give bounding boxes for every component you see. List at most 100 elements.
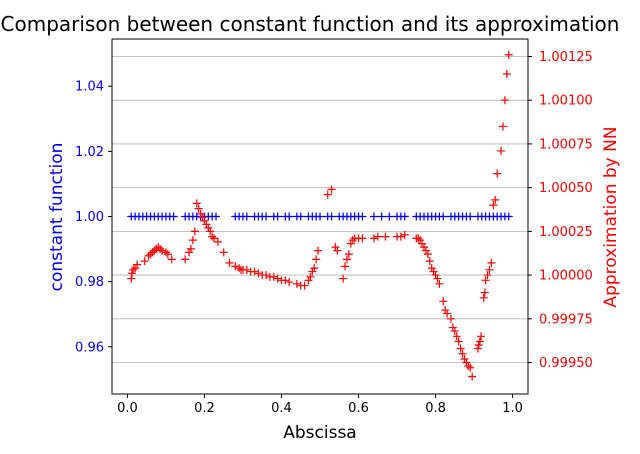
approximation-point bbox=[473, 344, 482, 353]
approximation-point bbox=[485, 265, 494, 274]
approximation-point bbox=[441, 306, 450, 315]
x-axis-ticks: 0.0 0.2 0.4 0.6 0.8 1.0 bbox=[117, 394, 523, 416]
right-y-tick-label: 1.00050 bbox=[539, 181, 593, 196]
constant-point bbox=[212, 212, 220, 221]
approximation-point bbox=[235, 264, 244, 273]
x-tick-label: 0.6 bbox=[348, 401, 369, 416]
approximation-point bbox=[167, 255, 176, 264]
approximation-point bbox=[425, 257, 434, 266]
approximation-point bbox=[344, 250, 353, 259]
approximation-point bbox=[285, 278, 294, 287]
constant-point bbox=[358, 212, 367, 221]
right-y-axis-ticks: 0.99950 0.99975 1.00000 1.00025 1.00050 1.000… bbox=[528, 50, 593, 371]
approximation-point bbox=[131, 264, 140, 273]
constant-point bbox=[242, 212, 251, 221]
approximation-point bbox=[493, 169, 502, 178]
approximation-point bbox=[200, 216, 209, 225]
approximation-point bbox=[474, 341, 483, 350]
constant-point bbox=[316, 212, 324, 221]
approximation-point bbox=[454, 337, 463, 346]
approximation-point bbox=[225, 258, 234, 267]
approximation-point bbox=[188, 236, 197, 245]
approximation-point bbox=[192, 199, 201, 208]
approximation-point bbox=[210, 234, 219, 243]
approximation-point bbox=[273, 274, 282, 283]
approximation-point bbox=[497, 146, 506, 155]
right-y-tick-label: 0.99950 bbox=[539, 356, 593, 371]
approximation-point bbox=[292, 279, 301, 288]
constant-point bbox=[504, 212, 513, 221]
approximation-point bbox=[416, 236, 425, 245]
approximation-point bbox=[213, 237, 222, 246]
approximation-point bbox=[127, 274, 136, 283]
approximation-point bbox=[421, 246, 430, 255]
approximation-point bbox=[314, 246, 323, 255]
left-y-tick-label: 1.00 bbox=[75, 210, 104, 225]
x-tick-label: 1.0 bbox=[502, 401, 523, 416]
approximation-point bbox=[181, 255, 190, 264]
right-y-tick-label: 1.00075 bbox=[539, 137, 593, 152]
approximation-point bbox=[196, 209, 205, 218]
approximation-point bbox=[489, 201, 498, 210]
approximation-point bbox=[414, 234, 423, 243]
approximation-point bbox=[431, 271, 440, 280]
approximation-point bbox=[346, 239, 355, 248]
approximation-point bbox=[373, 232, 382, 241]
right-y-tick-label: 1.00100 bbox=[539, 94, 593, 109]
approximation-point bbox=[339, 274, 348, 283]
approximation-point bbox=[300, 281, 309, 290]
approximation-point bbox=[491, 195, 500, 204]
approximation-point bbox=[202, 220, 211, 229]
approximation-point bbox=[281, 276, 290, 285]
approximation-point bbox=[158, 246, 167, 255]
approximation-point bbox=[250, 267, 259, 276]
approximation-point bbox=[468, 372, 477, 381]
constant-point bbox=[262, 212, 271, 221]
approximation-point bbox=[146, 250, 155, 259]
approximation-point bbox=[443, 309, 452, 318]
constant-function-series bbox=[127, 212, 513, 221]
approximation-point bbox=[186, 244, 195, 253]
approximation-point bbox=[156, 244, 165, 253]
approximation-point bbox=[477, 332, 486, 341]
right-y-tick-label: 1.00000 bbox=[539, 269, 593, 284]
approximation-point bbox=[427, 264, 436, 273]
approximation-point bbox=[480, 288, 489, 297]
approximation-point bbox=[308, 267, 317, 276]
approximation-point bbox=[148, 248, 157, 257]
approximation-point bbox=[150, 246, 159, 255]
chart-title: Comparison between constant function and… bbox=[1, 12, 620, 36]
grid-lines bbox=[112, 56, 528, 363]
right-y-tick-label: 1.00125 bbox=[539, 50, 593, 65]
approximation-point bbox=[460, 355, 469, 364]
approximation-point bbox=[140, 257, 149, 266]
x-axis-label: Abscissa bbox=[283, 423, 356, 443]
approximation-point bbox=[358, 234, 367, 243]
constant-point bbox=[385, 212, 394, 221]
nn-approximation-series bbox=[127, 50, 513, 381]
approximation-point bbox=[231, 262, 240, 271]
right-y-tick-label: 1.00025 bbox=[539, 225, 593, 240]
approximation-point bbox=[466, 363, 475, 372]
constant-point bbox=[273, 212, 282, 221]
approximation-point bbox=[420, 243, 428, 252]
approximation-point bbox=[194, 204, 203, 213]
approximation-point bbox=[306, 272, 315, 281]
approximation-point bbox=[198, 213, 207, 222]
left-y-tick-label: 1.04 bbox=[75, 80, 104, 95]
approximation-point bbox=[310, 264, 319, 273]
right-y-tick-label: 0.99975 bbox=[539, 312, 593, 327]
approximation-point bbox=[144, 251, 153, 260]
constant-point bbox=[377, 212, 386, 221]
left-y-tick-label: 0.96 bbox=[75, 340, 104, 355]
x-tick-label: 0.8 bbox=[425, 401, 446, 416]
approximation-point bbox=[400, 230, 409, 239]
approximation-point bbox=[128, 269, 137, 278]
approximation-point bbox=[254, 269, 263, 278]
approximation-point bbox=[479, 293, 488, 302]
approximation-point bbox=[418, 239, 427, 248]
constant-point bbox=[400, 212, 409, 221]
approximation-point bbox=[242, 265, 251, 274]
approximation-point bbox=[464, 362, 473, 371]
